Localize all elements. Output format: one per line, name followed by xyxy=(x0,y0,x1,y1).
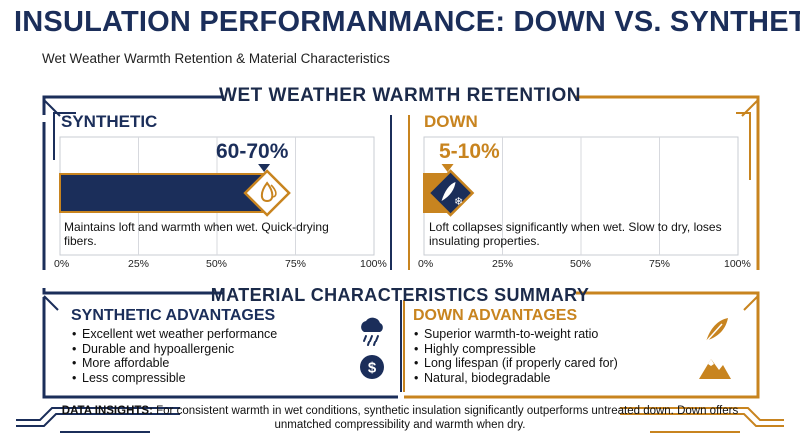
synthetic-description: Maintains loft and warmth when wet. Quic… xyxy=(64,220,329,248)
down-advantages-list: Superior warmth-to-weight ratio Highly c… xyxy=(414,327,618,385)
value-marker xyxy=(441,164,454,172)
value-marker xyxy=(258,164,271,172)
feather-icon xyxy=(703,318,728,345)
synthetic-panel-label: SYNTHETIC xyxy=(61,112,158,131)
down-advantages-title: DOWN ADVANTAGES xyxy=(413,307,578,324)
down-value-label: 5-10% xyxy=(439,140,500,163)
water-drop-icon xyxy=(270,184,277,198)
insights-label: DATA INSIGHTS: xyxy=(61,405,153,417)
list-item: Durable and hypoallergenic xyxy=(72,342,277,357)
down-tick-label: 50% xyxy=(570,258,592,270)
snowflake-icon: ❄ xyxy=(454,195,463,208)
synthetic-tick-label: 50% xyxy=(206,258,228,270)
list-item: Excellent wet weather performance xyxy=(72,327,277,342)
synthetic-tick-label: 0% xyxy=(54,258,70,270)
synthetic-tick-label: 25% xyxy=(128,258,150,270)
down-tick-label: 100% xyxy=(724,258,751,270)
list-item: Less compressible xyxy=(72,371,277,386)
badge-diamond xyxy=(243,169,291,217)
synthetic-value-label: 60-70% xyxy=(216,140,289,163)
feather-icon xyxy=(441,182,456,201)
retention-section-title: WET WEATHER WARMTH RETENTION xyxy=(219,85,581,106)
summary-section-title: MATERIAL CHARACTERISTICS SUMMARY xyxy=(210,285,590,305)
synthetic-advantages-title: SYNTHETIC ADVANTAGES xyxy=(71,307,276,324)
down-panel-label: DOWN xyxy=(424,112,478,131)
down-tick-label: 25% xyxy=(492,258,514,270)
dollar-icon: $ xyxy=(360,355,384,379)
list-item: Natural, biodegradable xyxy=(414,371,618,386)
synthetic-advantages-list: Excellent wet weather performance Durabl… xyxy=(72,327,277,385)
data-insights: DATA INSIGHTS: For consistent warmth in … xyxy=(60,404,740,432)
down-tick-label: 75% xyxy=(649,258,671,270)
page-title: INSULATION PERFORMANMANCE: DOWN VS. SYNT… xyxy=(14,6,800,38)
synthetic-tick-label: 75% xyxy=(285,258,307,270)
svg-text:$: $ xyxy=(368,360,377,377)
list-item: Highly compressible xyxy=(414,342,618,357)
list-item: Superior warmth-to-weight ratio xyxy=(414,327,618,342)
down-tick-label: 0% xyxy=(418,258,434,270)
mountain-icon xyxy=(699,359,731,379)
page-subtitle: Wet Weather Warmth Retention & Material … xyxy=(42,51,390,66)
water-drop-icon xyxy=(260,181,274,203)
synthetic-tick-label: 100% xyxy=(360,258,387,270)
synthetic-bar xyxy=(59,173,266,213)
rain-cloud-icon xyxy=(361,317,383,346)
list-item: More affordable xyxy=(72,356,277,371)
list-item: Long lifespan (if properly cared for) xyxy=(414,356,618,371)
down-description: Loft collapses significantly when wet. S… xyxy=(429,220,722,248)
insights-text: For consistent warmth in wet conditions,… xyxy=(156,405,739,431)
